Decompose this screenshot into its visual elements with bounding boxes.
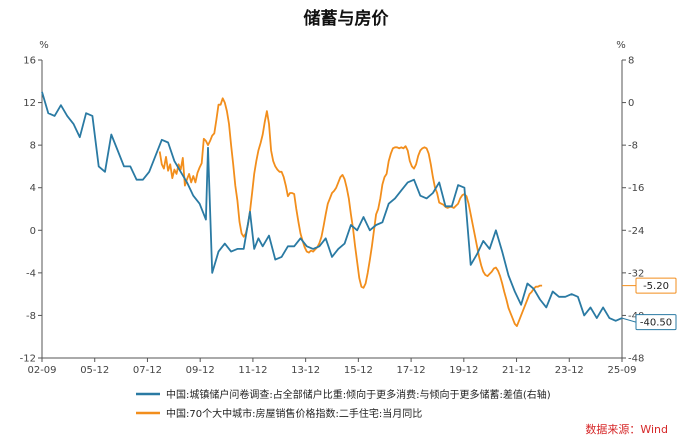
x-tick-label: 17-12: [397, 365, 426, 376]
end-label-value: -5.20: [643, 281, 669, 292]
end-label-value: -40.50: [640, 318, 672, 329]
legend-label: 中国:城镇储户问卷调查:占全部储户比重:倾向于更多消费:与倾向于更多储蓄:差值(…: [166, 388, 551, 401]
right-tick-label: -16: [628, 183, 644, 194]
right-tick-label: 8: [628, 56, 634, 67]
x-tick-label: 09-12: [186, 365, 215, 376]
end-label-box: [635, 277, 677, 294]
x-tick-label: 05-12: [80, 365, 109, 376]
left-tick-label: 12: [23, 98, 36, 109]
x-tick-label: 11-12: [238, 365, 267, 376]
left-tick-label: 8: [30, 141, 36, 152]
left-tick-label: 0: [30, 226, 36, 237]
x-tick-label: 19-12: [449, 365, 478, 376]
chart-title: 储蓄与房价: [304, 8, 390, 29]
series-line-savings-diff: [41, 91, 623, 322]
x-tick-label: 25-09: [607, 365, 636, 376]
end-label-leader: [621, 317, 637, 323]
x-tick-label: 13-12: [291, 365, 320, 376]
left-tick-label: -4: [26, 268, 36, 279]
left-tick-label: -8: [26, 311, 36, 322]
right-tick-label: -24: [628, 226, 644, 237]
left-tick-label: 4: [30, 183, 36, 194]
right-tick-label: -32: [628, 268, 644, 279]
x-tick-label: 15-12: [344, 365, 373, 376]
right-tick-label: -8: [628, 141, 638, 152]
end-label-box: [635, 314, 677, 331]
right-axis-unit: %: [616, 40, 626, 51]
source-note: 数据来源：Wind: [585, 422, 668, 436]
left-tick-label: 16: [23, 56, 36, 67]
x-tick-label: 07-12: [133, 365, 162, 376]
x-tick-label: 23-12: [555, 365, 584, 376]
series-line-price-index: [158, 97, 543, 327]
x-tick-label: 21-12: [502, 365, 531, 376]
right-tick-label: 0: [628, 98, 634, 109]
x-tick-label: 02-09: [27, 365, 56, 376]
right-tick-label: -48: [628, 354, 644, 365]
legend-label: 中国:70个大中城市:房屋销售价格指数:二手住宅:当月同比: [166, 407, 422, 420]
left-tick-label: -12: [20, 354, 36, 365]
left-axis-unit: %: [39, 40, 49, 51]
